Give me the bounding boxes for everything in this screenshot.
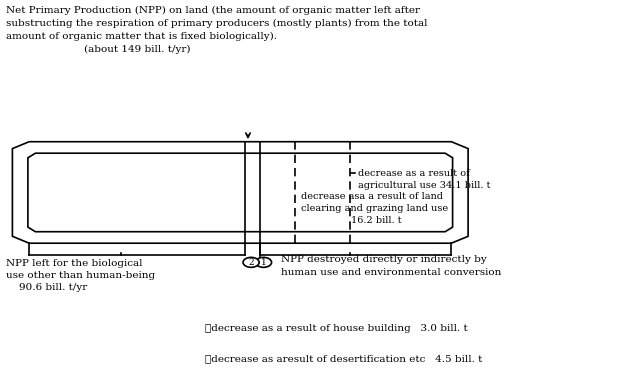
Text: 1: 1 <box>260 258 267 267</box>
Circle shape <box>255 257 272 267</box>
Text: decrease asa a result of land
clearing and grazing land use
                16.2: decrease asa a result of land clearing a… <box>301 192 448 225</box>
Text: 2: 2 <box>248 258 254 267</box>
Text: ②decrease as aresult of desertification etc   4.5 bill. t: ②decrease as aresult of desertification … <box>205 354 482 363</box>
Text: ①decrease as a result of house building   3.0 bill. t: ①decrease as a result of house building … <box>205 324 467 332</box>
Text: Net Primary Production (NPP) on land (the amount of organic matter left after
su: Net Primary Production (NPP) on land (th… <box>6 6 428 54</box>
Circle shape <box>243 257 259 267</box>
Text: decrease as a result of
agricultural use 34.1 bill. t: decrease as a result of agricultural use… <box>358 169 490 190</box>
Text: NPP left for the biological
use other than human-being
    90.6 bill. t/yr: NPP left for the biological use other th… <box>6 259 156 292</box>
Text: NPP destroyed directly or indirectly by
human use and environmental conversion: NPP destroyed directly or indirectly by … <box>281 255 501 277</box>
